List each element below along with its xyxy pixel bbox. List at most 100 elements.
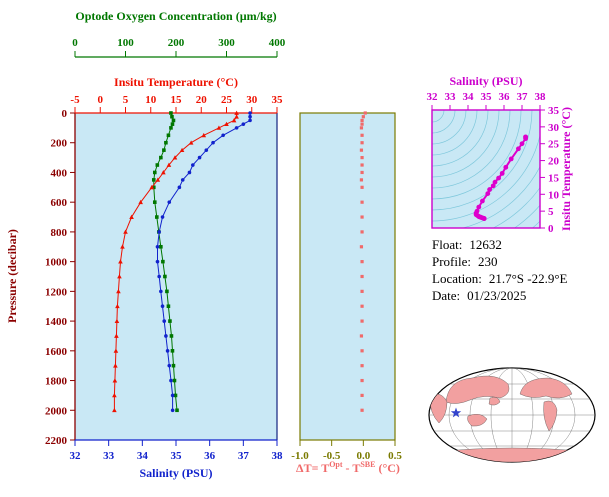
- data-marker: [360, 185, 364, 189]
- data-marker: [151, 178, 156, 182]
- data-marker: [360, 304, 364, 308]
- data-marker: [248, 111, 252, 115]
- tick-label: -5: [70, 94, 80, 106]
- data-marker: [179, 147, 185, 153]
- data-marker: [360, 155, 364, 160]
- data-marker: [360, 230, 364, 234]
- ts-salinity-axis-title: Salinity (PSU): [449, 74, 522, 88]
- salinity-axis: 32 33 34 35 36 37 38 Salinity (PSU): [70, 440, 283, 480]
- data-marker: [360, 260, 364, 264]
- data-marker: [503, 164, 509, 170]
- tick-label: 1600: [45, 346, 68, 358]
- data-marker: [359, 334, 364, 338]
- data-marker: [114, 333, 119, 338]
- tick-label: 400: [269, 37, 286, 49]
- data-marker: [116, 288, 121, 294]
- tick-label: 1200: [45, 286, 68, 298]
- data-marker: [523, 136, 528, 142]
- tick-label: 34: [137, 450, 149, 462]
- tick-label: 1400: [45, 316, 68, 328]
- tick-label: 35: [171, 450, 183, 462]
- tick-label: 30: [548, 122, 560, 134]
- tick-label: 15: [548, 172, 560, 184]
- tick-label: 0: [98, 94, 104, 106]
- location-value: 21.7°S -22.9°E: [488, 271, 568, 286]
- data-marker: [360, 319, 364, 323]
- data-marker: [492, 179, 498, 185]
- delta-label-suffix: (°C): [375, 461, 400, 475]
- data-marker: [175, 408, 179, 413]
- data-marker: [166, 133, 171, 138]
- data-marker: [170, 122, 175, 126]
- ts-temperature-axis-title: Insitu Temperature (°C): [559, 107, 573, 231]
- tick-label: 0: [62, 108, 68, 120]
- data-marker: [216, 125, 222, 130]
- data-marker: [155, 244, 160, 249]
- tick-label: 25: [221, 94, 233, 106]
- data-marker: [138, 199, 143, 205]
- float-info-block: Float: 12632 Profile: 230 Location: 21.7°S …: [432, 236, 567, 304]
- tick-label: 0: [72, 37, 78, 49]
- data-marker: [171, 118, 176, 123]
- tick-label: 0.0: [356, 450, 370, 462]
- data-marker: [360, 141, 364, 145]
- data-marker: [160, 304, 165, 309]
- tick-label: 32: [427, 91, 439, 103]
- data-marker: [180, 178, 185, 182]
- data-marker: [201, 132, 207, 138]
- data-marker: [360, 170, 364, 175]
- data-marker: [170, 114, 174, 119]
- temperature-axis: -5 0 5 10 15 20 25 30 35 Insitu Temperature (°C): [70, 75, 283, 113]
- tick-label: 5: [548, 206, 554, 218]
- tick-label: 15: [171, 94, 183, 106]
- float-id-row: Float: 12632: [432, 236, 567, 253]
- data-marker: [123, 229, 128, 234]
- data-marker: [157, 230, 161, 234]
- delta-label-mid: - T: [342, 461, 361, 475]
- landmass: [543, 400, 558, 432]
- world-map: [428, 367, 596, 463]
- data-marker: [170, 393, 175, 398]
- main-profile-plot: [74, 112, 278, 441]
- data-marker: [164, 140, 168, 145]
- data-marker: [118, 259, 123, 264]
- data-marker: [160, 215, 165, 219]
- data-marker: [248, 114, 252, 119]
- temperature-axis-title: Insitu Temperature (°C): [114, 75, 238, 89]
- data-marker: [490, 183, 496, 189]
- tick-label: -1.0: [291, 450, 309, 462]
- data-marker: [155, 215, 159, 219]
- data-marker: [360, 408, 364, 412]
- data-marker: [168, 319, 172, 323]
- data-marker: [360, 393, 364, 398]
- data-marker: [173, 393, 178, 398]
- date-row: Date: 01/23/2025: [432, 287, 567, 304]
- data-marker: [113, 363, 118, 368]
- tick-label: 37: [517, 91, 529, 103]
- tick-label: 20: [196, 94, 208, 106]
- data-marker: [480, 198, 485, 204]
- tick-label: 32: [70, 450, 82, 462]
- data-marker: [360, 163, 364, 167]
- profile-number-label: Profile:: [432, 254, 471, 269]
- data-marker: [234, 110, 239, 115]
- data-marker: [224, 121, 229, 127]
- data-marker: [155, 177, 161, 182]
- tick-label: 300: [218, 37, 235, 49]
- data-marker: [115, 303, 120, 309]
- landmass: [519, 377, 573, 399]
- data-marker: [117, 274, 122, 279]
- data-marker: [360, 122, 364, 126]
- data-marker: [165, 349, 170, 353]
- tick-label: 800: [51, 227, 68, 239]
- data-marker: [162, 148, 166, 152]
- delta-label-sup-opt: Opt: [329, 460, 343, 469]
- tick-label: 2000: [45, 405, 68, 417]
- data-marker: [167, 363, 172, 368]
- data-marker: [221, 133, 225, 138]
- tick-label: 33: [445, 91, 457, 103]
- data-marker: [360, 215, 364, 219]
- data-marker: [360, 200, 364, 204]
- data-marker: [248, 118, 252, 123]
